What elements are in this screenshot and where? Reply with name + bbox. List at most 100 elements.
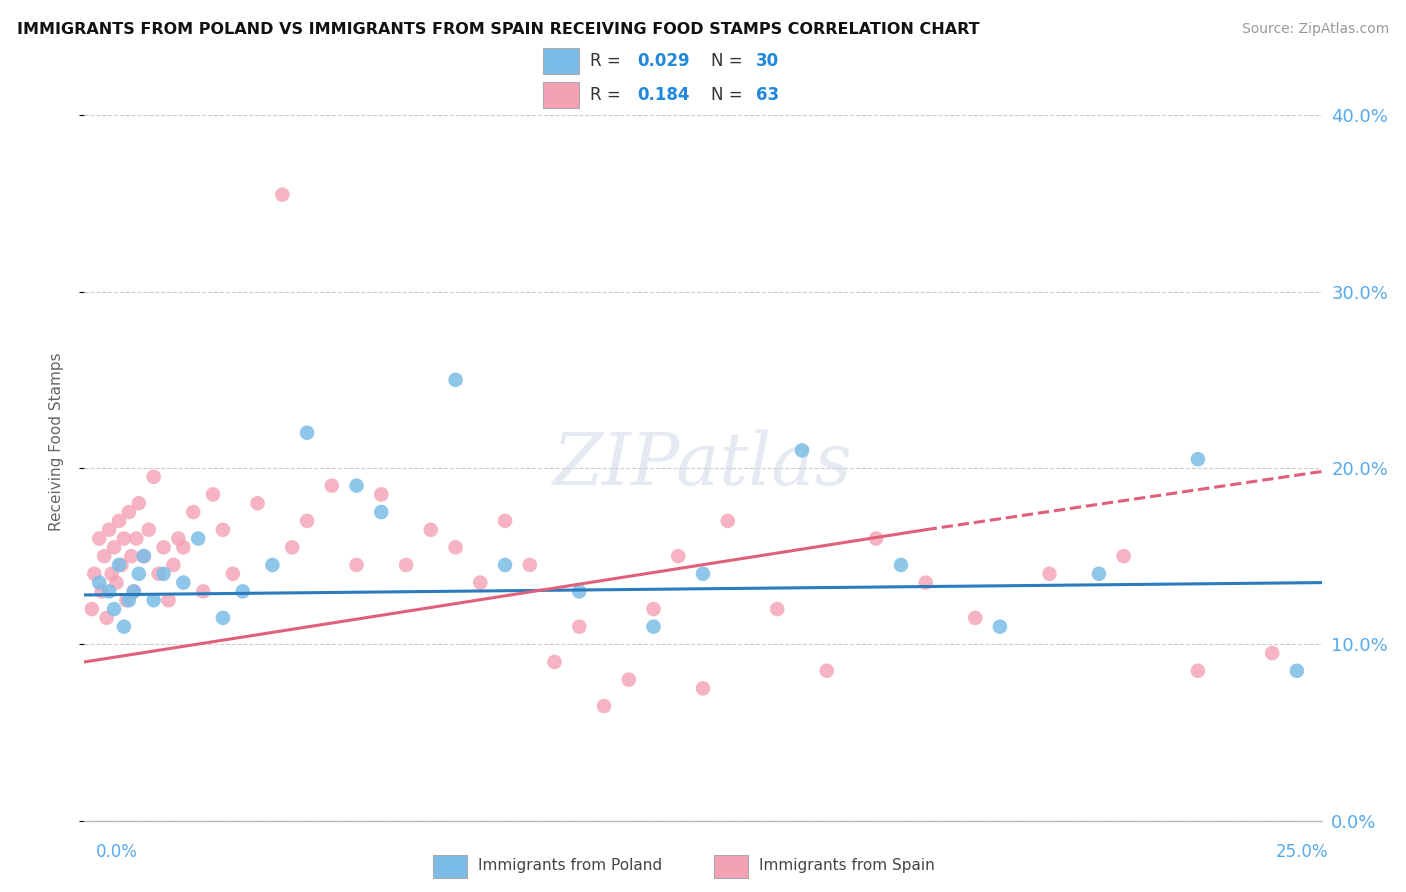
Point bbox=[110, 558, 132, 572]
Point bbox=[246, 496, 269, 510]
Point bbox=[692, 566, 714, 581]
Point bbox=[370, 505, 392, 519]
Point bbox=[766, 602, 789, 616]
Point bbox=[617, 673, 640, 687]
Point bbox=[262, 558, 284, 572]
Point bbox=[128, 566, 150, 581]
FancyBboxPatch shape bbox=[433, 855, 467, 878]
Point bbox=[100, 566, 122, 581]
Point bbox=[191, 584, 214, 599]
Point bbox=[1187, 664, 1209, 678]
Point bbox=[125, 532, 148, 546]
Point bbox=[118, 593, 141, 607]
Point bbox=[965, 611, 987, 625]
Text: 0.0%: 0.0% bbox=[96, 843, 138, 861]
Point bbox=[167, 532, 190, 546]
Point bbox=[815, 664, 838, 678]
Point bbox=[643, 620, 665, 634]
FancyBboxPatch shape bbox=[714, 855, 748, 878]
Point bbox=[568, 620, 591, 634]
Text: N =: N = bbox=[711, 86, 748, 103]
Point bbox=[444, 373, 467, 387]
Point bbox=[128, 496, 150, 510]
Point bbox=[202, 487, 225, 501]
Point bbox=[1038, 566, 1060, 581]
Point bbox=[1187, 452, 1209, 467]
Point bbox=[89, 575, 111, 590]
Point bbox=[346, 478, 368, 492]
Text: 0.184: 0.184 bbox=[638, 86, 690, 103]
Point bbox=[118, 505, 141, 519]
Point bbox=[142, 470, 165, 484]
Point bbox=[222, 566, 245, 581]
FancyBboxPatch shape bbox=[543, 82, 579, 109]
Text: R =: R = bbox=[591, 52, 627, 70]
Point bbox=[115, 593, 138, 607]
Point bbox=[346, 558, 368, 572]
Point bbox=[105, 575, 128, 590]
Point bbox=[1088, 566, 1111, 581]
Point bbox=[83, 566, 105, 581]
Point bbox=[172, 541, 194, 555]
Point bbox=[295, 514, 318, 528]
Point bbox=[120, 549, 142, 563]
Y-axis label: Receiving Food Stamps: Receiving Food Stamps bbox=[49, 352, 63, 531]
Point bbox=[96, 611, 118, 625]
Point bbox=[98, 584, 121, 599]
Text: N =: N = bbox=[711, 52, 748, 70]
Point bbox=[890, 558, 912, 572]
Point bbox=[666, 549, 689, 563]
Point bbox=[494, 514, 516, 528]
Point bbox=[370, 487, 392, 501]
Point bbox=[717, 514, 740, 528]
Point bbox=[321, 478, 343, 492]
Point bbox=[103, 602, 125, 616]
Point bbox=[80, 602, 103, 616]
Point bbox=[232, 584, 254, 599]
Point bbox=[494, 558, 516, 572]
Point bbox=[419, 523, 441, 537]
Point bbox=[914, 575, 936, 590]
Point bbox=[98, 523, 121, 537]
Text: 30: 30 bbox=[756, 52, 779, 70]
Point bbox=[152, 566, 174, 581]
Point bbox=[295, 425, 318, 440]
Text: 0.029: 0.029 bbox=[638, 52, 690, 70]
Point bbox=[152, 541, 174, 555]
Point bbox=[157, 593, 180, 607]
Point bbox=[122, 584, 145, 599]
Point bbox=[112, 620, 135, 634]
Point bbox=[122, 584, 145, 599]
Point bbox=[1285, 664, 1308, 678]
Point bbox=[1261, 646, 1284, 660]
FancyBboxPatch shape bbox=[543, 47, 579, 74]
Point bbox=[271, 187, 294, 202]
Point bbox=[643, 602, 665, 616]
Point bbox=[89, 532, 111, 546]
Point bbox=[281, 541, 304, 555]
Point bbox=[162, 558, 184, 572]
Text: ZIPatlas: ZIPatlas bbox=[553, 429, 853, 500]
Text: 25.0%: 25.0% bbox=[1277, 843, 1329, 861]
Point bbox=[181, 505, 204, 519]
Point bbox=[132, 549, 155, 563]
Point bbox=[1112, 549, 1135, 563]
Point bbox=[692, 681, 714, 696]
Point bbox=[138, 523, 160, 537]
Point bbox=[519, 558, 541, 572]
Point bbox=[187, 532, 209, 546]
Text: R =: R = bbox=[591, 86, 627, 103]
Point bbox=[444, 541, 467, 555]
Point bbox=[395, 558, 418, 572]
Text: IMMIGRANTS FROM POLAND VS IMMIGRANTS FROM SPAIN RECEIVING FOOD STAMPS CORRELATIO: IMMIGRANTS FROM POLAND VS IMMIGRANTS FRO… bbox=[17, 22, 980, 37]
Point bbox=[93, 549, 115, 563]
Point bbox=[132, 549, 155, 563]
Point bbox=[108, 558, 131, 572]
Point bbox=[172, 575, 194, 590]
Point bbox=[90, 584, 112, 599]
Point bbox=[212, 523, 235, 537]
Point bbox=[470, 575, 492, 590]
Point bbox=[790, 443, 813, 458]
Point bbox=[148, 566, 170, 581]
Point bbox=[103, 541, 125, 555]
